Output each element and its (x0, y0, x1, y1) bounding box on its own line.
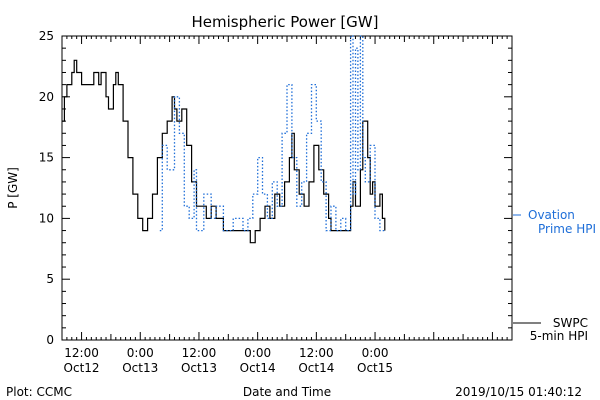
y-axis: 0 5 10 15 20 25 (39, 29, 512, 347)
footer-credit: Plot: CCMC (6, 385, 72, 399)
y-tick-label: 5 (46, 272, 54, 286)
y-tick-label: 10 (39, 211, 54, 225)
x-tick-label-time: 12:00 (299, 346, 334, 360)
y-axis-label: P [GW] (6, 167, 20, 209)
series-layer (62, 35, 386, 244)
series-swpc-line (62, 59, 386, 244)
footer-timestamp: 2019/10/15 01:40:12 (455, 385, 582, 399)
x-tick-label-time: 12:00 (182, 346, 217, 360)
x-tick-label-time: 12:00 (64, 346, 99, 360)
x-tick-label-date: Oct13 (181, 361, 217, 375)
plot-frame (61, 35, 513, 341)
x-tick-label-date: Oct13 (122, 361, 158, 375)
x-tick-label-date: Oct14 (240, 361, 276, 375)
x-tick-label-date: Oct15 (357, 361, 393, 375)
x-tick-label-time: 0:00 (127, 346, 154, 360)
legend-ovation-label: Ovation (528, 208, 575, 222)
y-tick-label: 15 (39, 151, 54, 165)
x-tick-label-time: 0:00 (362, 346, 389, 360)
series-ovation-line (159, 35, 385, 232)
x-tick-label-time: 0:00 (244, 346, 271, 360)
y-tick-label: 20 (39, 90, 54, 104)
chart-title: Hemispheric Power [GW] (192, 13, 379, 31)
x-tick-label-date: Oct14 (298, 361, 334, 375)
x-axis: 12:00Oct120:00Oct1312:00Oct130:00Oct1412… (61, 36, 513, 375)
legend-swpc-label: SWPC (553, 316, 588, 330)
y-tick-label: 25 (39, 29, 54, 43)
legend-ovation-label-2: Prime HPI (538, 222, 596, 236)
legend-swpc-label-2: 5-min HPI (530, 329, 588, 343)
x-tick-label-date: Oct12 (64, 361, 100, 375)
y-tick-label: 0 (46, 333, 54, 347)
x-axis-label: Date and Time (243, 385, 331, 399)
